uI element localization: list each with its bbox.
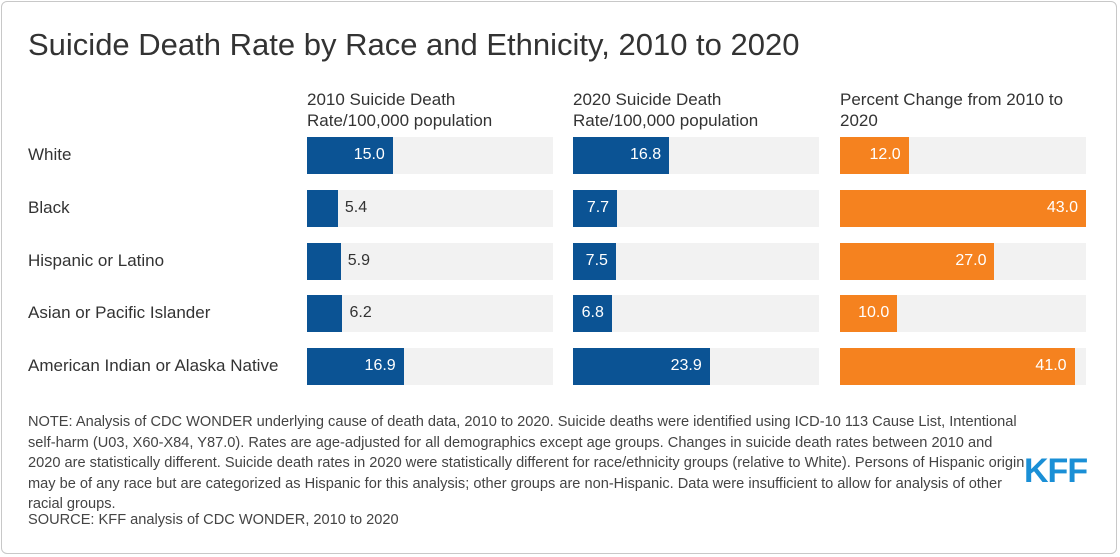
bar-track (307, 242, 553, 280)
value-label: 41.0 (1035, 357, 1067, 374)
bar (573, 294, 612, 332)
value-label: 23.9 (670, 357, 702, 374)
bar (307, 189, 338, 227)
value-label: 27.0 (955, 252, 987, 269)
value-label: 16.8 (629, 146, 662, 163)
bar (307, 136, 393, 174)
value-label: 7.5 (585, 252, 608, 269)
value-label: 5.4 (344, 199, 368, 216)
value-label: 5.9 (347, 252, 370, 269)
chart-title: Suicide Death Rate by Race and Ethnicity… (28, 27, 800, 62)
value-label: 6.2 (349, 304, 372, 321)
bar (840, 189, 1086, 227)
bar (307, 347, 404, 385)
column-header: 2020 Suicide Death Rate/100,000 populati… (573, 90, 759, 130)
bar (840, 294, 898, 332)
category-label: White (28, 145, 72, 164)
value-label: 12.0 (869, 146, 901, 163)
bar (573, 189, 618, 227)
category-label: Hispanic or Latino (28, 251, 165, 270)
value-label: 15.0 (353, 146, 385, 163)
bar (840, 242, 995, 280)
value-label: 16.9 (364, 357, 396, 374)
bar (307, 242, 341, 280)
logo: KFF (1024, 452, 1088, 490)
bar-track (573, 294, 819, 332)
value-label: 43.0 (1046, 199, 1078, 216)
bar (840, 136, 909, 174)
category-label: American Indian or Alaska Native (28, 356, 279, 375)
bar-track (307, 189, 553, 227)
bar (573, 136, 670, 174)
value-label: 7.7 (586, 199, 610, 216)
bar (840, 347, 1075, 385)
bar (573, 347, 710, 385)
category-label: Asian or Pacific Islander (28, 303, 211, 322)
source: SOURCE: KFF analysis of CDC WONDER, 2010… (28, 512, 399, 528)
bar (573, 242, 616, 280)
note: NOTE: Analysis of CDC WONDER underlying … (28, 414, 1025, 513)
bar-track (307, 294, 553, 332)
category-label: Black (28, 198, 70, 217)
column-header: 2010 Suicide Death Rate/100,000 populati… (307, 90, 493, 130)
value-label: 6.8 (581, 304, 604, 321)
column-header: Percent Change from 2010 to 2020 (840, 90, 1064, 130)
bar (307, 294, 343, 332)
value-label: 10.0 (858, 304, 890, 321)
